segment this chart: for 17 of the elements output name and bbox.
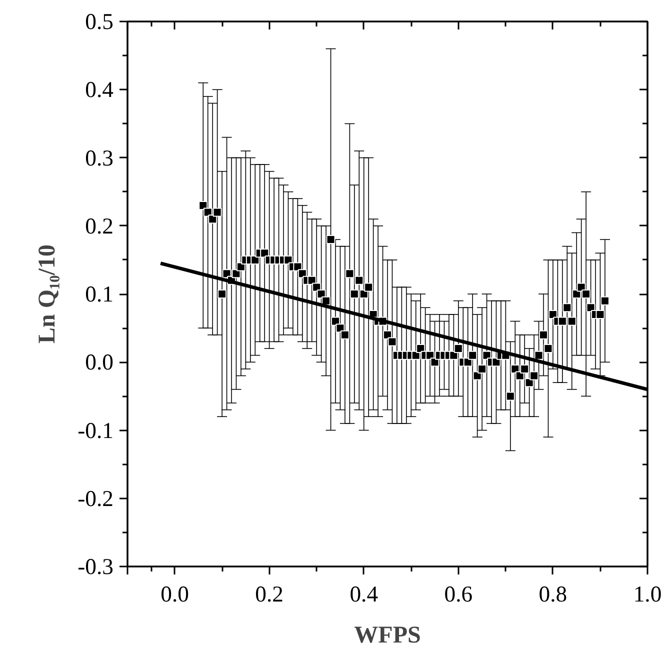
y-tick-label: 0.5	[85, 9, 114, 34]
x-tick-label: 0.6	[444, 582, 473, 606]
x-tick-label: 0.8	[538, 582, 568, 606]
y-tick-label: 0.0	[85, 350, 114, 375]
x-tick-label: 0.4	[350, 582, 378, 606]
y-tick-label: 0.4	[85, 77, 114, 102]
x-tick-label: 0.0	[160, 582, 189, 606]
y-axis-title: Ln Q₁₀/10	[34, 244, 61, 344]
x-axis-title: WFPS	[354, 622, 421, 648]
x-tick-label: 0.2	[255, 582, 284, 606]
y-tick-label: -0.2	[78, 486, 114, 511]
y-tick-label: -0.3	[78, 554, 114, 579]
y-tick-label: 0.2	[85, 213, 114, 238]
y-tick-label: 0.3	[85, 145, 114, 170]
x-tick-label: 1.0	[633, 582, 662, 606]
y-tick-label: 0.1	[85, 282, 114, 306]
y-tick-label: -0.1	[78, 418, 114, 443]
